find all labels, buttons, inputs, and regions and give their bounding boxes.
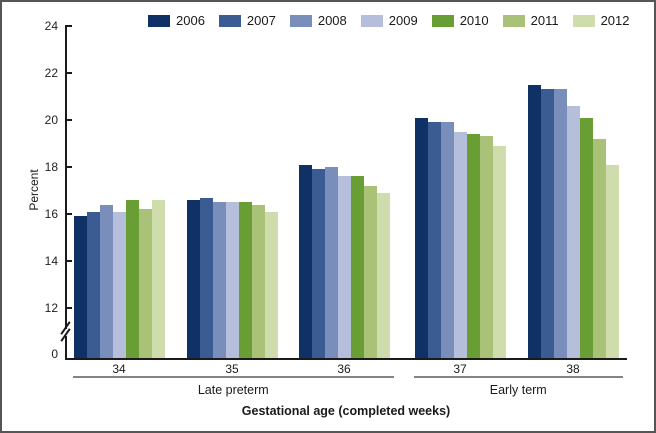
bar-2009-35 xyxy=(225,202,239,358)
bar-2012-37 xyxy=(492,145,506,358)
x-axis-title: Gestational age (completed weeks) xyxy=(241,404,451,418)
bar-2008-34 xyxy=(99,204,113,358)
bar-2011-35 xyxy=(251,204,265,358)
bar-2006-36 xyxy=(298,164,312,358)
y-tick-mark xyxy=(65,213,72,215)
legend-item-2010: 2010 xyxy=(431,13,489,28)
bar-2007-38 xyxy=(540,89,554,358)
legend-swatch-icon xyxy=(572,15,595,27)
bar-2012-35 xyxy=(264,211,278,358)
bar-2011-37 xyxy=(479,136,493,358)
legend-label: 2006 xyxy=(176,13,205,28)
legend-swatch-icon xyxy=(360,15,383,27)
legend-item-2006: 2006 xyxy=(148,14,205,28)
x-tick-label: 34 xyxy=(112,362,126,376)
legend-swatch-icon xyxy=(148,15,170,27)
bar-2010-36 xyxy=(350,176,364,358)
bar-2007-35 xyxy=(199,197,213,358)
bar-2011-38 xyxy=(592,138,606,358)
y-axis-title: Percent xyxy=(27,169,41,211)
bar-2008-37 xyxy=(440,122,454,358)
group-bracket-label: Late preterm xyxy=(197,383,269,397)
bar-2012-34 xyxy=(151,199,165,358)
bar-2007-37 xyxy=(427,122,441,358)
legend-item-2012: 2012 xyxy=(572,13,630,28)
y-tick-mark xyxy=(65,119,72,121)
x-tick-label: 35 xyxy=(225,362,239,376)
y-axis-line xyxy=(65,26,67,360)
chart-legend: 2006 2007 2008 2009 2010 2011 2012 xyxy=(148,14,630,28)
bar-2009-36 xyxy=(337,176,351,358)
bar-2010-38 xyxy=(579,117,593,358)
legend-label: 2012 xyxy=(600,13,630,28)
legend-label: 2009 xyxy=(388,13,418,28)
bar-2010-35 xyxy=(238,202,252,358)
y-tick-label: 0 xyxy=(51,347,58,361)
y-tick-label: 16 xyxy=(44,207,58,221)
group-bracket-label: Early term xyxy=(489,383,547,397)
y-tick-mark xyxy=(65,72,72,74)
y-tick-label: 18 xyxy=(44,160,58,174)
legend-swatch-icon xyxy=(431,15,454,27)
group-bracket-line xyxy=(73,376,394,378)
y-tick-label: 12 xyxy=(44,301,58,315)
y-tick-label: 14 xyxy=(44,254,58,268)
group-bracket-line xyxy=(414,376,623,378)
bar-2008-36 xyxy=(324,167,338,358)
legend-item-2009: 2009 xyxy=(360,13,418,28)
bar-2007-34 xyxy=(86,211,100,358)
y-tick-label: 20 xyxy=(44,113,58,127)
x-tick-label: 38 xyxy=(566,362,580,376)
bar-2008-38 xyxy=(553,89,567,358)
bar-2010-37 xyxy=(466,134,480,358)
y-tick-mark xyxy=(65,307,72,309)
bar-2012-36 xyxy=(376,192,390,358)
y-tick-label: 22 xyxy=(44,66,58,80)
y-tick-mark xyxy=(65,25,72,27)
bar-2006-34 xyxy=(73,216,87,358)
legend-label: 2008 xyxy=(317,13,347,28)
bar-2006-38 xyxy=(527,84,541,358)
x-tick-label: 36 xyxy=(337,362,351,376)
y-tick-mark xyxy=(65,166,72,168)
legend-label: 2011 xyxy=(530,13,559,28)
legend-item-2007: 2007 xyxy=(218,13,276,28)
bar-2009-34 xyxy=(112,211,126,358)
bar-2010-34 xyxy=(125,199,139,358)
bar-2012-38 xyxy=(605,164,619,358)
y-tick-mark xyxy=(65,260,72,262)
x-tick-label: 37 xyxy=(453,362,467,376)
bar-2011-36 xyxy=(363,185,377,358)
legend-swatch-icon xyxy=(502,15,525,27)
bar-2006-37 xyxy=(414,117,428,358)
bar-2008-35 xyxy=(212,202,226,358)
legend-label: 2010 xyxy=(459,13,489,28)
legend-swatch-icon xyxy=(218,15,241,27)
legend-item-2008: 2008 xyxy=(289,13,347,28)
bar-2009-38 xyxy=(566,105,580,358)
bar-2006-35 xyxy=(186,199,200,358)
x-axis-line xyxy=(65,358,627,360)
bar-2007-36 xyxy=(311,169,325,358)
bar-2009-37 xyxy=(453,131,467,358)
legend-label: 2007 xyxy=(246,13,276,28)
bar-2011-34 xyxy=(138,209,152,358)
legend-item-2011: 2011 xyxy=(502,13,559,28)
y-tick-label: 24 xyxy=(44,19,58,33)
legend-swatch-icon xyxy=(289,15,312,27)
